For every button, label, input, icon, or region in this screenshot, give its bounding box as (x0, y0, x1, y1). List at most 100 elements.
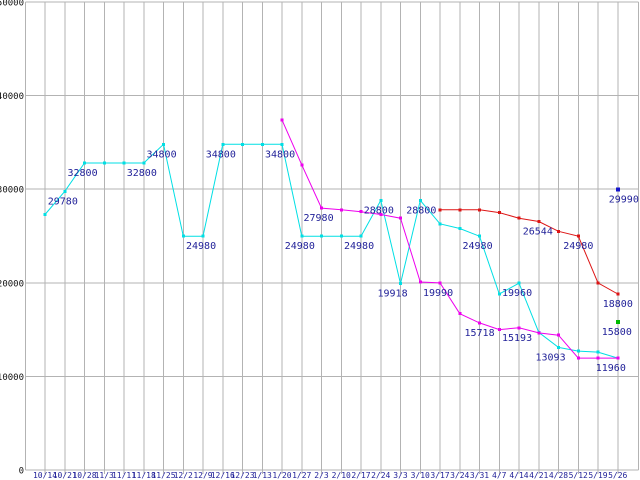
data-point-red-line (596, 281, 600, 285)
x-axis-label: 3/31 (470, 471, 489, 480)
data-point-red-line (616, 292, 620, 296)
data-point-magenta-line (616, 356, 620, 360)
value-label: 24980 (563, 241, 593, 252)
data-point-magenta-line (438, 281, 442, 285)
data-point-magenta-line (576, 356, 580, 360)
y-axis-label: 30000 (0, 186, 24, 196)
data-point-cyan-line (557, 345, 560, 349)
x-axis-label: 3/24 (450, 471, 469, 480)
data-point-red-line (497, 211, 501, 215)
data-point-red-line (438, 208, 442, 212)
value-label: 27980 (304, 213, 334, 224)
value-label: 24980 (344, 241, 374, 252)
value-label: 28800 (406, 205, 436, 216)
x-axis-label: 12/9 (193, 471, 212, 480)
series-cyan-line (43, 142, 620, 360)
x-axis-label: 5/12 (569, 471, 588, 480)
value-label: 24980 (186, 241, 216, 252)
data-point-cyan-line (142, 161, 146, 165)
y-axis-label: 0 (19, 467, 24, 477)
value-label: 28800 (364, 205, 394, 216)
series-line-magenta-line (281, 119, 618, 359)
value-label: 11960 (596, 363, 626, 374)
data-point-cyan-line (43, 213, 47, 216)
data-point-cyan-line (300, 234, 304, 238)
x-axis-label: 10/21 (53, 471, 77, 480)
x-axis-label: 3/17 (430, 471, 449, 480)
data-point-cyan-line (320, 234, 323, 238)
series-line-cyan-line (44, 143, 618, 359)
data-point-cyan-line (478, 234, 481, 238)
x-axis-label: 2/17 (351, 471, 370, 480)
data-point-magenta-line (399, 216, 402, 220)
data-point-red-line (478, 208, 481, 212)
x-axis-label: 1/20 (272, 471, 291, 480)
data-point-cyan-line (438, 222, 442, 226)
x-axis-label: 10/14 (33, 471, 57, 480)
series-green-point (615, 320, 620, 325)
data-point-cyan-line (517, 281, 521, 285)
data-point-cyan-line (63, 189, 67, 193)
x-axis-label: 10/28 (72, 471, 96, 480)
data-point-cyan-line (83, 161, 86, 165)
x-axis-label: 11/18 (132, 471, 156, 480)
data-point-cyan-line (339, 234, 343, 238)
x-axis-label: 3/3 (393, 471, 408, 480)
x-axis-label: 11/25 (151, 471, 175, 480)
series-red-line (438, 208, 620, 296)
value-label: 34800 (147, 149, 177, 160)
y-axis-label: 40000 (0, 92, 24, 102)
data-point-cyan-line (260, 142, 264, 146)
value-label: 15800 (602, 327, 632, 338)
data-point-red-line (537, 220, 541, 223)
data-point-magenta-line (379, 213, 383, 216)
data-point-magenta-line (280, 118, 284, 122)
value-label: 34800 (265, 149, 295, 160)
value-label: 29780 (48, 196, 78, 207)
y-axis-label: 20000 (0, 279, 24, 289)
value-label: 18800 (603, 299, 633, 310)
x-axis-label: 11/3 (95, 471, 114, 480)
data-point-cyan-line (102, 161, 106, 165)
value-label: 32800 (127, 168, 157, 179)
data-point-cyan-line (576, 349, 580, 353)
data-point-magenta-line (557, 333, 560, 337)
data-point-red-line (557, 229, 560, 233)
data-point-magenta-line (517, 326, 521, 330)
value-label: 15193 (502, 333, 532, 344)
x-axis-label: 11/11 (112, 471, 136, 480)
series-blue-point (615, 187, 620, 192)
x-axis-label: 5/26 (608, 471, 627, 480)
x-axis-label: 5/19 (588, 471, 607, 480)
data-point-red-line (517, 216, 521, 220)
data-point-magenta-line (339, 208, 343, 212)
value-label: 29990 (609, 194, 639, 205)
data-point-cyan-line (596, 350, 600, 354)
x-axis-label: 4/21 (529, 471, 548, 480)
value-label: 13093 (536, 352, 566, 363)
x-axis-label: 12/16 (211, 471, 235, 480)
value-label: 34800 (206, 149, 236, 160)
x-axis-label: 2/24 (371, 471, 390, 480)
data-point-blue-point (615, 187, 620, 192)
series-magenta-line (280, 118, 620, 360)
data-point-magenta-line (596, 356, 600, 360)
x-axis-label: 4/14 (509, 471, 528, 480)
data-point-cyan-line (359, 234, 363, 238)
x-axis-label: 2/10 (332, 471, 351, 480)
value-label: 24980 (285, 241, 315, 252)
x-axis-label: 12/2 (174, 471, 193, 480)
x-axis-label: 1/13 (253, 471, 272, 480)
value-label: 26544 (523, 227, 553, 238)
data-point-red-line (458, 208, 462, 212)
grid-lines (25, 1, 639, 474)
data-point-magenta-line (458, 312, 462, 316)
series-line-red-line (440, 209, 619, 295)
data-point-cyan-line (241, 142, 244, 146)
data-point-magenta-line (478, 321, 481, 325)
data-point-cyan-line (399, 282, 402, 286)
data-point-cyan-line (418, 198, 422, 202)
